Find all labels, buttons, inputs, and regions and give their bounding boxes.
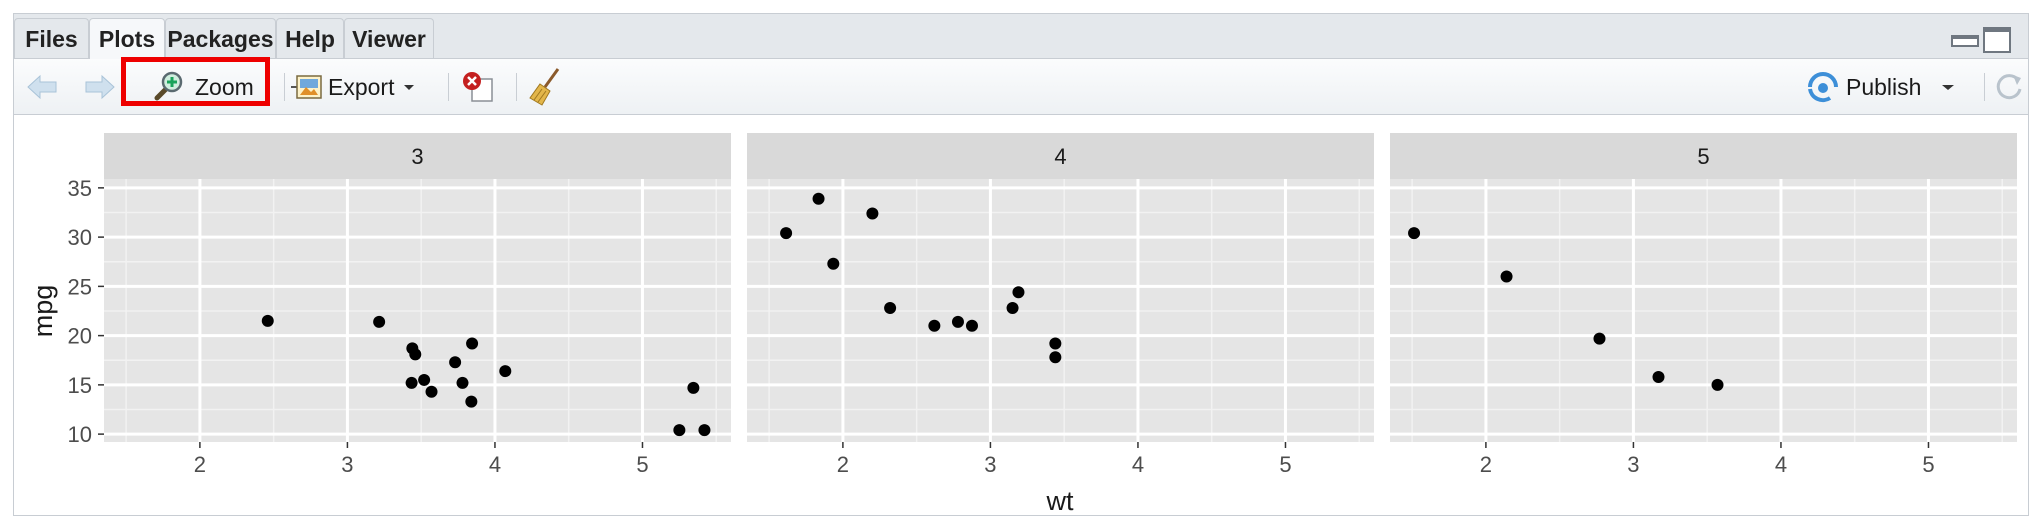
toolbar-divider: [1984, 73, 1985, 101]
y-tick-label: 30: [68, 225, 92, 250]
data-point: [1408, 227, 1421, 240]
remove-plot-icon[interactable]: [460, 69, 496, 105]
plot-area: 3 2 3 4 5 4 2 3 4 5 5 2 3 4 5 10 15 20 25 30 35 wt mpg: [14, 115, 2028, 516]
tab-help[interactable]: Help: [276, 18, 344, 58]
data-point: [1593, 332, 1606, 345]
broom-icon[interactable]: [528, 67, 564, 107]
zoom-label: Zoom: [195, 73, 254, 100]
data-point: [373, 315, 386, 328]
tab-bar: Files Plots Packages Help Viewer: [14, 14, 2028, 59]
refresh-icon[interactable]: [1993, 71, 2025, 103]
tab-files[interactable]: Files: [14, 18, 89, 58]
x-tick-label: 5: [1279, 452, 1291, 477]
x-tick-label: 2: [1480, 452, 1492, 477]
data-point: [884, 302, 897, 315]
data-point: [425, 385, 438, 398]
data-point: [673, 424, 686, 437]
facet-strip-label: 3: [411, 144, 423, 169]
data-point: [1049, 351, 1062, 364]
publish-button[interactable]: Publish: [1806, 69, 1963, 105]
x-tick-label: 3: [984, 452, 996, 477]
data-point: [812, 192, 825, 205]
data-point: [1500, 270, 1513, 283]
plots-pane: Files Plots Packages Help Viewer: [13, 13, 2029, 516]
export-button[interactable]: Export: [290, 69, 420, 105]
publish-label: Publish: [1846, 73, 1922, 100]
facet-strip: [104, 133, 731, 179]
facet-strip-label: 4: [1054, 144, 1066, 169]
toolbar-divider: [284, 73, 285, 101]
chevron-down-icon: [404, 85, 415, 90]
data-point: [1049, 337, 1062, 350]
tab-plots[interactable]: Plots: [89, 18, 165, 59]
facet-strip-label: 5: [1697, 144, 1709, 169]
x-tick-label: 5: [1922, 452, 1934, 477]
faceted-scatter-plot: 3 2 3 4 5 4 2 3 4 5 5 2 3 4 5 10 15 20 25 30 35 wt mpg: [28, 133, 2017, 516]
chevron-down-icon: [1942, 85, 1955, 90]
y-tick-label: 25: [68, 274, 92, 299]
x-tick-label: 4: [1132, 452, 1144, 477]
facet-strip: [747, 133, 1374, 179]
data-point: [1006, 302, 1019, 315]
plot-toolbar: Zoom Export: [14, 59, 2028, 115]
export-image-icon: [291, 75, 322, 99]
x-tick-label: 4: [489, 452, 501, 477]
zoom-button[interactable]: Zoom: [151, 69, 254, 105]
maximize-icon[interactable]: [1983, 27, 2011, 53]
data-point: [466, 337, 479, 350]
data-point: [951, 315, 964, 328]
data-point: [418, 373, 431, 386]
forward-arrow-icon[interactable]: [84, 73, 116, 101]
data-point: [965, 319, 978, 332]
x-axis-title: wt: [1046, 486, 1074, 515]
data-point: [465, 395, 478, 408]
toolbar-divider: [448, 73, 449, 101]
data-point: [698, 424, 711, 437]
data-point: [866, 207, 879, 220]
data-point: [1012, 286, 1025, 299]
y-tick-label: 20: [68, 324, 92, 349]
data-point: [499, 365, 512, 378]
x-tick-label: 5: [636, 452, 648, 477]
zoom-highlight-box: [121, 57, 270, 106]
tab-viewer[interactable]: Viewer: [344, 18, 434, 58]
back-arrow-icon[interactable]: [26, 73, 58, 101]
data-point: [827, 257, 840, 270]
data-point: [261, 314, 274, 327]
data-point: [405, 376, 418, 389]
y-tick-label: 10: [68, 422, 92, 447]
x-tick-label: 3: [341, 452, 353, 477]
data-point: [449, 356, 462, 369]
data-point: [1711, 378, 1724, 391]
magnifier-icon: [154, 71, 183, 101]
data-point: [687, 381, 700, 394]
export-label: Export: [328, 73, 395, 100]
x-tick-label: 2: [194, 452, 206, 477]
data-point: [780, 227, 793, 240]
x-tick-label: 2: [837, 452, 849, 477]
data-point: [1652, 370, 1665, 383]
data-point: [928, 319, 941, 332]
y-tick-label: 15: [68, 373, 92, 398]
y-axis-title: mpg: [28, 285, 58, 338]
data-point: [456, 376, 469, 389]
x-tick-label: 3: [1627, 452, 1639, 477]
x-tick-label: 4: [1775, 452, 1787, 477]
toolbar-divider: [516, 73, 517, 101]
minimize-icon[interactable]: [1951, 35, 1979, 47]
publish-icon: [1808, 72, 1838, 103]
facet-strip: [1390, 133, 2017, 179]
data-point: [409, 348, 422, 361]
y-tick-label: 35: [68, 176, 92, 201]
tab-packages[interactable]: Packages: [165, 18, 276, 58]
window-controls: [1951, 27, 2011, 53]
